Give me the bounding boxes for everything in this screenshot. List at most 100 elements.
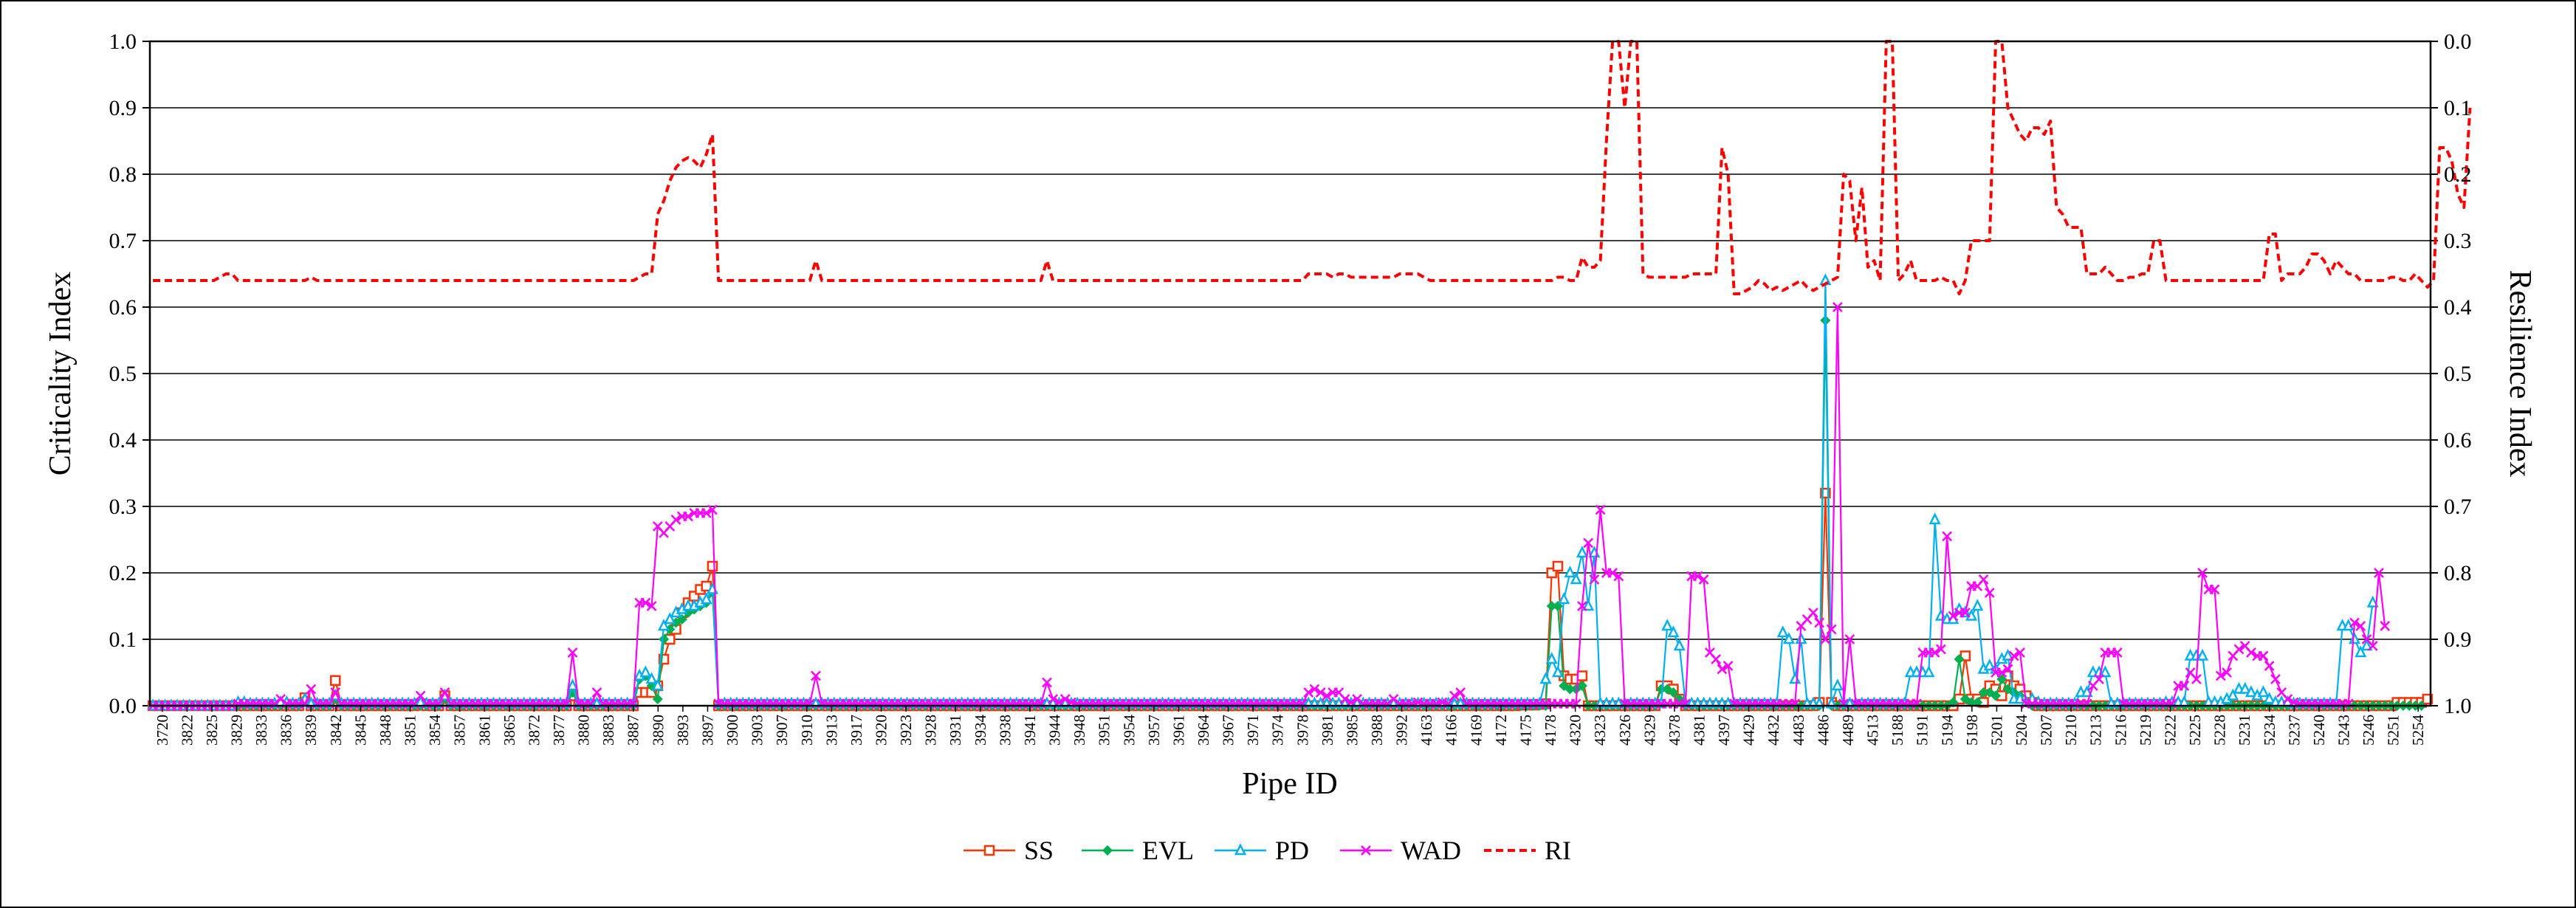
- x-tick-85: 5234: [2261, 715, 2278, 746]
- x-tick-6: 3839: [302, 715, 320, 746]
- point-WAD-146: [1035, 698, 1046, 709]
- point-WAD-43: [409, 698, 420, 709]
- point-PD-271: [1795, 632, 1807, 644]
- x-tick-86: 5237: [2285, 715, 2303, 746]
- point-WAD-318: [2081, 698, 2092, 709]
- x-tick-40: 3957: [1145, 715, 1163, 746]
- x-tick-labels: 3720 3822 3825 3829 3833 3836 3839 3842 3845 3848…: [154, 706, 2427, 746]
- x-tick-14: 3865: [501, 715, 518, 746]
- point-PD-83: [651, 678, 664, 691]
- point-WAD-241: [1613, 571, 1624, 582]
- x-tick-68: 4489: [1839, 715, 1857, 746]
- series-RI: [153, 40, 2472, 295]
- legend-item-WAD: WAD: [1340, 836, 1461, 865]
- x-tick-51: 4163: [1418, 715, 1435, 746]
- x-tick-28: 3917: [848, 715, 865, 746]
- x-tick-8: 3845: [351, 715, 369, 746]
- x-tick-16: 3877: [550, 715, 568, 746]
- x-tick-12: 3857: [451, 715, 469, 746]
- point-PD-363: [2355, 645, 2367, 658]
- point-PD-348: [2263, 692, 2276, 704]
- point-EVL-303: [1990, 690, 2002, 701]
- point-WAD-274: [1814, 617, 1825, 628]
- point-PD-230: [1545, 652, 1558, 664]
- point-WAD-295: [1942, 531, 1953, 542]
- x-tick-62: 4381: [1691, 715, 1708, 746]
- point-WAD-29: [324, 698, 334, 709]
- y-left-tick-8: 0.8: [109, 162, 137, 187]
- point-WAD-192: [1315, 687, 1326, 698]
- point-WAD-26: [306, 684, 317, 695]
- y-right-tick-4: 0.6: [2444, 428, 2472, 453]
- point-WAD-345: [2246, 647, 2256, 658]
- point-PD-293: [1928, 512, 1941, 525]
- legend-label-EVL: EVL: [1142, 836, 1194, 865]
- x-tick-73: 5198: [1963, 715, 1981, 746]
- y-left-tick-6: 0.6: [109, 295, 137, 320]
- point-WAD-306: [2008, 650, 2019, 661]
- point-WAD-73: [591, 687, 602, 698]
- point-PD-85: [664, 612, 676, 625]
- point-WAD-147: [1042, 677, 1052, 688]
- point-WAD-302: [1984, 588, 1995, 598]
- x-tick-37: 3948: [1071, 715, 1088, 746]
- point-PD-300: [1971, 599, 1984, 611]
- x-tick-81: 5222: [2161, 715, 2179, 746]
- legend-marker-PD: [1234, 843, 1247, 856]
- x-tick-26: 3910: [798, 715, 816, 746]
- x-tick-50: 3992: [1393, 715, 1411, 746]
- point-WAD-347: [2258, 650, 2269, 661]
- point-PD-337: [2197, 648, 2209, 661]
- point-WAD-296: [1948, 611, 1959, 622]
- x-tick-54: 4172: [1492, 715, 1510, 746]
- x-tick-7: 3842: [327, 715, 345, 746]
- point-WAD-82: [646, 601, 657, 611]
- y-left-tick-2: 0.2: [109, 561, 137, 585]
- point-EVL-83: [652, 693, 663, 705]
- point-WAD-363: [2355, 621, 2366, 631]
- x-tick-13: 3861: [475, 715, 493, 746]
- x-tick-84: 5231: [2236, 715, 2253, 746]
- x-tick-89: 5246: [2360, 715, 2377, 746]
- x-tick-15: 3872: [525, 715, 543, 746]
- x-tick-22: 3897: [698, 715, 716, 746]
- point-PD-232: [1558, 592, 1570, 605]
- x-tick-17: 3880: [575, 715, 593, 746]
- x-tick-29: 3920: [872, 715, 890, 746]
- point-SS-30: [329, 675, 341, 687]
- x-tick-21: 3893: [674, 715, 692, 746]
- y-right-tick-2: 0.8: [2444, 561, 2472, 585]
- x-tick-52: 4166: [1443, 715, 1460, 746]
- legend-label-RI: RI: [1545, 836, 1571, 865]
- x-tick-61: 4378: [1666, 715, 1683, 746]
- point-WAD-235: [1577, 601, 1587, 611]
- point-WAD-349: [2270, 674, 2281, 684]
- point-WAD-276: [1826, 624, 1837, 635]
- x-tick-34: 3938: [996, 715, 1014, 746]
- legend-label-PD: PD: [1275, 836, 1309, 865]
- point-WAD-307: [2015, 647, 2025, 658]
- x-tick-10: 3851: [402, 715, 419, 746]
- point-WAD-215: [1455, 687, 1466, 698]
- x-tick-59: 4326: [1616, 715, 1634, 746]
- x-tick-74: 5201: [1988, 715, 2005, 746]
- legend-item-PD: PD: [1215, 836, 1309, 865]
- x-tick-77: 5210: [2062, 715, 2080, 746]
- x-tick-90: 5251: [2385, 715, 2402, 746]
- point-PD-91: [700, 592, 712, 605]
- x-tick-58: 4323: [1591, 715, 1609, 746]
- point-PD-365: [2366, 595, 2379, 608]
- point-PD-345: [2244, 685, 2258, 698]
- point-EVL-250: [1668, 687, 1679, 698]
- point-PD-251: [1673, 639, 1686, 651]
- point-WAD-109: [811, 670, 821, 681]
- x-tick-79: 5216: [2112, 715, 2129, 746]
- point-WAD-351: [2282, 694, 2293, 704]
- point-PD-268: [1776, 625, 1789, 638]
- point-WAD-189: [1297, 698, 1308, 709]
- point-WAD-191: [1309, 684, 1320, 695]
- x-tick-76: 5207: [2038, 715, 2055, 746]
- point-PD-364: [2360, 639, 2373, 651]
- y-right-tick-1: 0.9: [2444, 627, 2472, 652]
